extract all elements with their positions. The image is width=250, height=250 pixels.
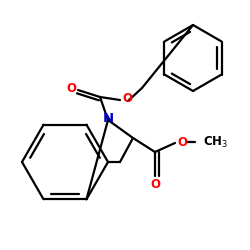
- Text: O: O: [122, 92, 132, 106]
- Text: O: O: [150, 178, 160, 190]
- Text: N: N: [102, 112, 114, 124]
- Text: O: O: [177, 136, 187, 148]
- Text: CH$_3$: CH$_3$: [203, 134, 228, 150]
- Text: O: O: [66, 82, 76, 96]
